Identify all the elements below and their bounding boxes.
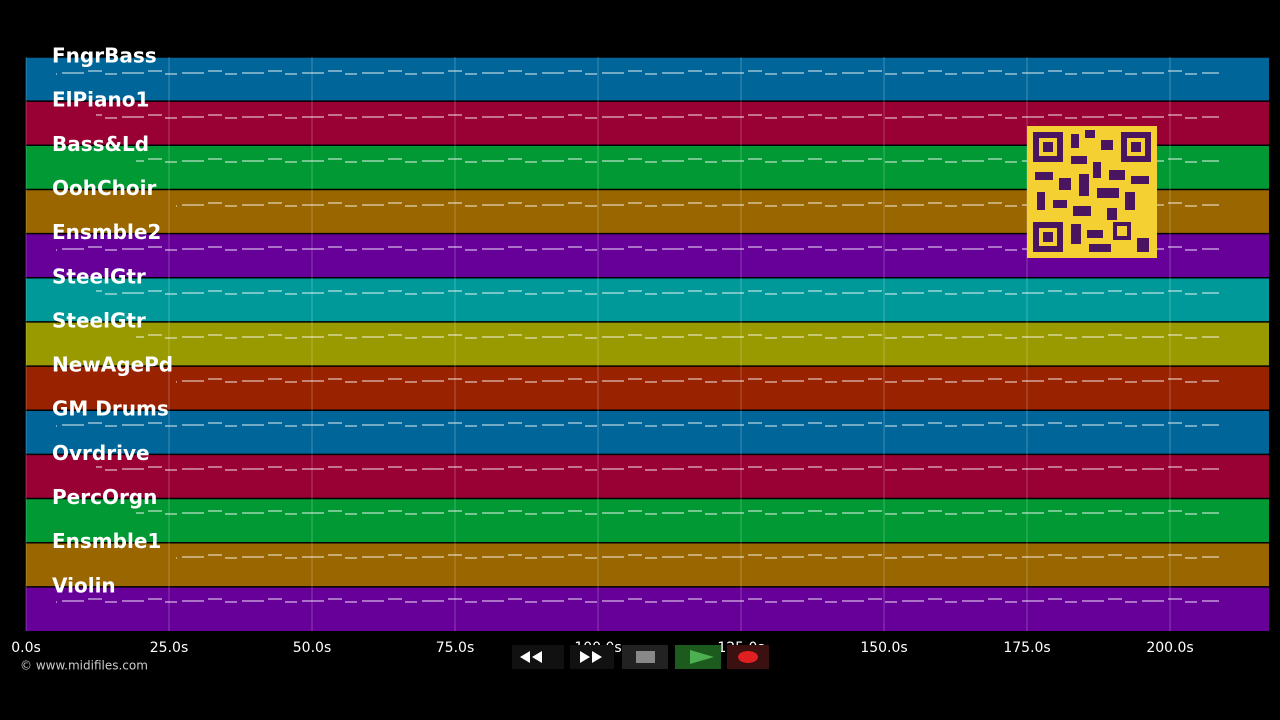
tracks — [26, 56, 1269, 631]
rewind-button[interactable] — [512, 645, 564, 669]
time-tick-label: 200.0s — [1146, 640, 1193, 656]
time-tick-label: 50.0s — [293, 640, 331, 656]
track-notes — [56, 586, 1219, 631]
track-notes — [136, 498, 1219, 543]
track-name: Ensmble2 — [52, 220, 161, 244]
track-labels: FngrBass ElPiano1 Bass&Ld OohChoir Ensmble2 S… — [52, 44, 173, 598]
track-name: SteelGtr — [52, 308, 146, 332]
forward-button[interactable] — [570, 645, 614, 669]
time-tick-label: 150.0s — [860, 640, 907, 656]
track-name: SteelGtr — [52, 264, 146, 288]
track-name: PercOrgn — [52, 485, 157, 509]
track-notes — [136, 321, 1219, 367]
track-name: Ovrdrive — [52, 441, 150, 465]
track-name: OohChoir — [52, 176, 156, 200]
copyright: © www.midifiles.com — [20, 659, 148, 673]
track-name: Violin — [52, 573, 116, 597]
track-name: GM Drums — [52, 397, 169, 421]
track-name: ElPiano1 — [52, 88, 149, 112]
track-notes — [96, 454, 1219, 499]
track-name: NewAgePd — [52, 353, 173, 377]
track-notes — [56, 233, 1219, 278]
play-button[interactable] — [675, 645, 721, 669]
time-tick-label: 25.0s — [150, 640, 188, 656]
time-tick-label: 0.0s — [11, 640, 41, 656]
time-tick-label: 75.0s — [436, 640, 474, 656]
track-notes — [176, 542, 1219, 587]
track-name: Bass&Ld — [52, 132, 149, 156]
track-name: Ensmble1 — [52, 529, 161, 553]
time-tick-label: 175.0s — [1003, 640, 1050, 656]
track-notes — [96, 277, 1219, 322]
track-name: FngrBass — [52, 44, 157, 68]
stop-button[interactable] — [622, 645, 668, 669]
record-button[interactable] — [727, 645, 769, 669]
track-notes — [56, 410, 1219, 455]
track-notes — [56, 57, 1219, 102]
transport-controls — [512, 645, 769, 669]
qr-code — [1027, 126, 1157, 258]
track-notes — [176, 366, 1219, 411]
